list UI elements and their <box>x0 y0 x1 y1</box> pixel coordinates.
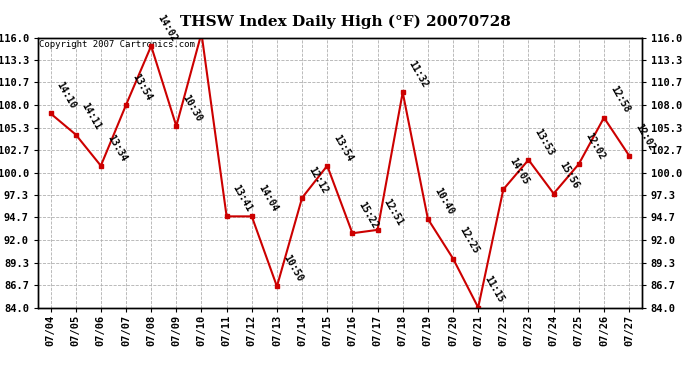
Text: 10:30: 10:30 <box>181 93 204 123</box>
Text: 13:41: 13:41 <box>230 183 254 214</box>
Text: 12:25: 12:25 <box>457 225 480 256</box>
Text: 13:54: 13:54 <box>331 132 355 163</box>
Text: THSW Index Daily High (°F) 20070728: THSW Index Daily High (°F) 20070728 <box>179 15 511 29</box>
Text: 11:32: 11:32 <box>407 59 431 90</box>
Text: 11:15: 11:15 <box>482 274 506 305</box>
Text: 12:58: 12:58 <box>608 84 631 115</box>
Text: Copyright 2007 Cartronics.com: Copyright 2007 Cartronics.com <box>39 40 195 49</box>
Text: 14:10: 14:10 <box>55 80 78 111</box>
Text: 14:11: 14:11 <box>80 101 104 132</box>
Text: 15:56: 15:56 <box>558 160 581 191</box>
Text: 12:02: 12:02 <box>633 122 657 153</box>
Text: 14:05: 14:05 <box>508 156 531 187</box>
Text: 10:40: 10:40 <box>432 186 455 216</box>
Text: 12:02: 12:02 <box>583 131 607 161</box>
Text: 10:50: 10:50 <box>281 253 304 284</box>
Text: 13:53: 13:53 <box>533 127 556 157</box>
Text: 13:34: 13:34 <box>105 132 128 163</box>
Text: 13:56: 13:56 <box>0 374 1 375</box>
Text: 14:02: 14:02 <box>155 13 179 43</box>
Text: 12:51: 12:51 <box>382 196 405 227</box>
Text: 15:22: 15:22 <box>357 200 380 231</box>
Text: 12:12: 12:12 <box>306 165 330 195</box>
Text: 14:04: 14:04 <box>256 183 279 214</box>
Text: 13:54: 13:54 <box>130 72 153 102</box>
